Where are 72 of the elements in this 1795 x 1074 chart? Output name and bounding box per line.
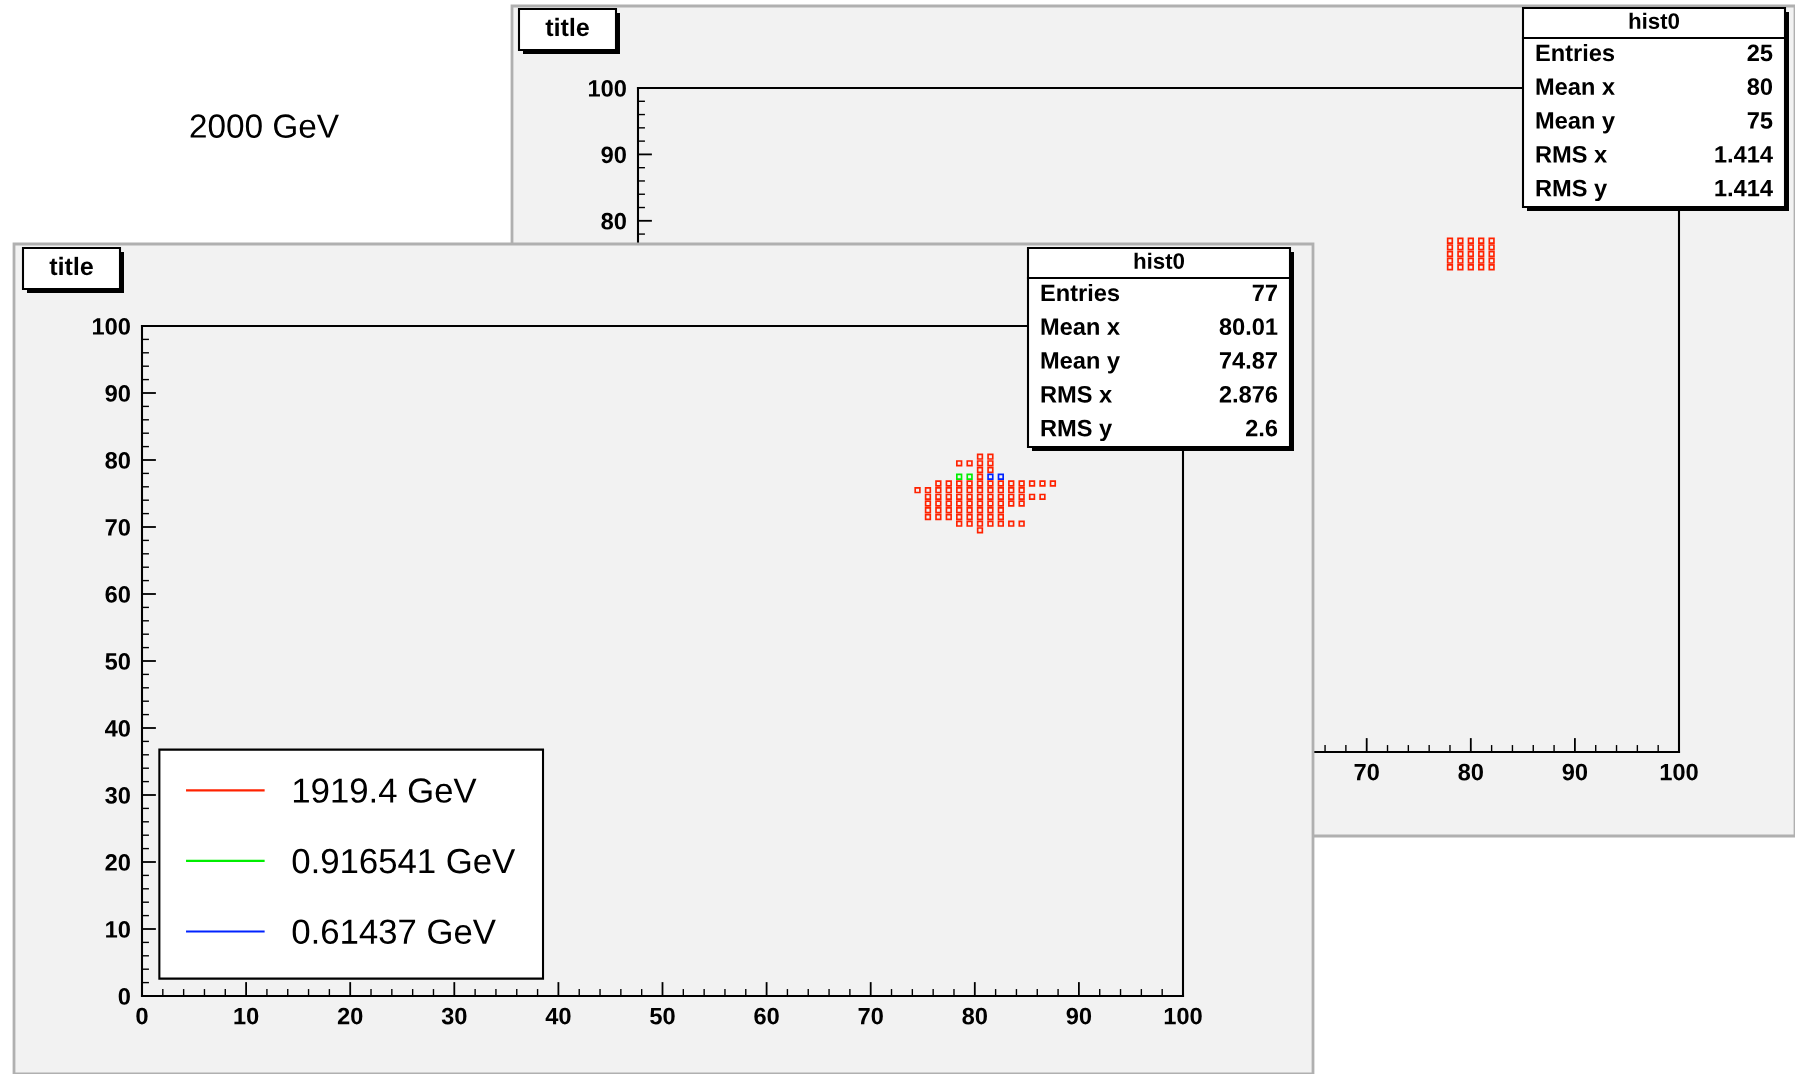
- point: [1478, 244, 1485, 251]
- text: Mean x 80.01: [1041, 318, 1278, 336]
- point: [1446, 250, 1454, 258]
- y-tick-label: 30: [105, 787, 130, 804]
- y-tick-label: 100: [588, 80, 626, 97]
- y-tick-label: 40: [104, 720, 130, 737]
- legend-label: 0.916541 GeV: [292, 848, 516, 874]
- y-tick-label: 0: [118, 988, 130, 1005]
- y-tick-label: 90: [105, 385, 130, 402]
- x-tick-label: 10: [234, 1007, 259, 1025]
- text: RMS y 2.6: [1041, 419, 1278, 442]
- point: [1488, 237, 1495, 244]
- point: [1446, 244, 1454, 251]
- y-tick-label: 10: [106, 921, 130, 938]
- y-tick-label: 90: [601, 146, 626, 164]
- y-tick-label: 50: [105, 653, 130, 670]
- point: [1467, 257, 1474, 264]
- text: Mean y 75: [1536, 112, 1773, 134]
- y-tick-label: 20: [105, 854, 130, 871]
- point: [1446, 237, 1454, 244]
- point: [1446, 264, 1454, 271]
- chart-title: title: [49, 256, 93, 276]
- chart-title: title: [545, 17, 589, 37]
- point: [1457, 264, 1464, 271]
- point: [1488, 264, 1495, 271]
- point: [1478, 257, 1485, 264]
- point: [1488, 244, 1495, 251]
- x-tick-label: 70: [1354, 763, 1379, 781]
- point: [1478, 264, 1485, 271]
- text: RMS x 1.414: [1536, 145, 1773, 163]
- point: [1457, 237, 1464, 244]
- text: RMS y 1.414: [1536, 179, 1773, 202]
- point: [1478, 250, 1485, 258]
- x-tick-label: 60: [754, 1007, 779, 1025]
- point: [1446, 257, 1454, 264]
- y-tick-label: 80: [105, 452, 130, 469]
- legend-label: 0.61437 GeV: [292, 919, 496, 944]
- y-tick-label: 80: [601, 212, 626, 230]
- y-tick-label: 70: [105, 519, 130, 536]
- x-tick-label: 100: [1164, 1007, 1202, 1025]
- text: hist0: [1629, 12, 1680, 29]
- point: [1488, 250, 1495, 258]
- x-tick-label: 50: [650, 1007, 675, 1025]
- x-tick-label: 70: [858, 1007, 883, 1025]
- text: Mean y 74.87: [1041, 352, 1277, 374]
- legend-label: 1919.4 GeV: [293, 778, 477, 803]
- x-tick-label: 80: [1458, 763, 1483, 781]
- point: [1457, 244, 1464, 251]
- x-tick-label: 0: [136, 1007, 148, 1025]
- x-tick-label: 30: [441, 1007, 467, 1025]
- point: [1478, 237, 1485, 244]
- point: [1467, 264, 1474, 271]
- y-tick-label: 60: [105, 586, 130, 603]
- text: 2000 GeV: [190, 114, 339, 138]
- text: Entries 77: [1041, 283, 1277, 302]
- text: Mean x 80: [1536, 78, 1773, 96]
- point: [1488, 257, 1495, 264]
- text: Entries 25: [1536, 43, 1773, 62]
- x-tick-label: 80: [962, 1007, 987, 1025]
- x-tick-label: 100: [1660, 763, 1698, 781]
- point: [1457, 257, 1464, 264]
- point: [1467, 244, 1474, 251]
- point: [1467, 250, 1474, 258]
- x-tick-label: 20: [337, 1007, 363, 1025]
- x-tick-label: 40: [545, 1007, 571, 1025]
- text: RMS x 2.876: [1041, 385, 1278, 403]
- point: [1457, 250, 1464, 258]
- x-tick-label: 90: [1066, 1007, 1092, 1025]
- y-tick-label: 100: [92, 318, 130, 335]
- annotation: hist0: [1134, 252, 1185, 269]
- point: [1467, 237, 1474, 244]
- x-tick-label: 90: [1562, 763, 1588, 781]
